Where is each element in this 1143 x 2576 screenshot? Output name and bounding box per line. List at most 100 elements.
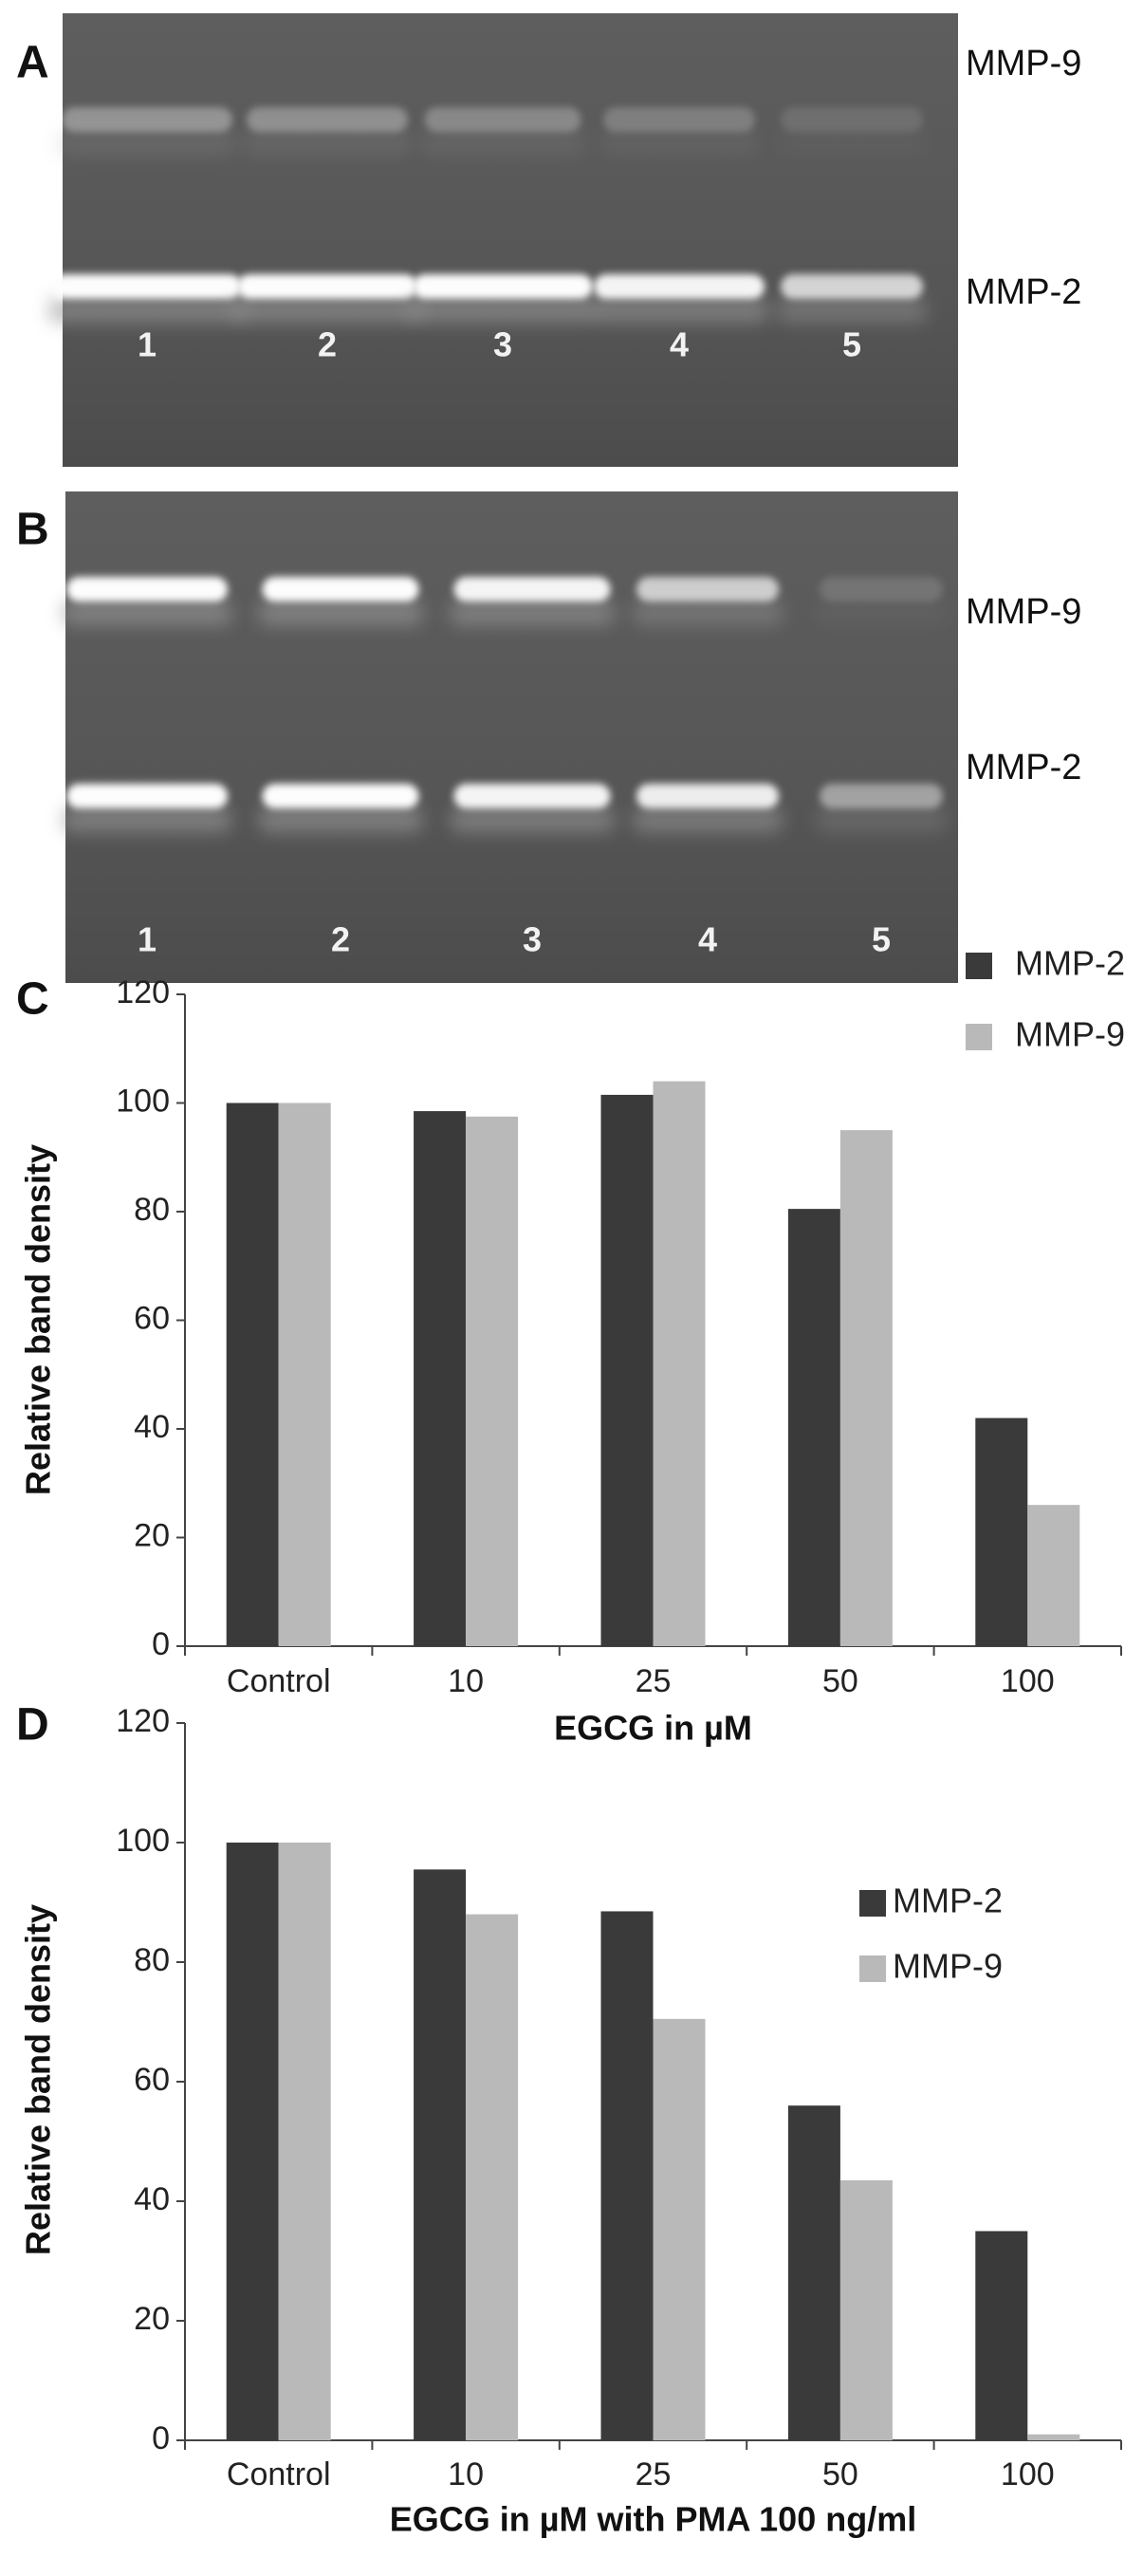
x-tick-label: Control (227, 1663, 331, 1699)
gel-band (594, 274, 765, 299)
x-tick-label: 100 (1001, 1663, 1055, 1699)
x-tick-label: 25 (636, 1663, 672, 1699)
bar (653, 2018, 706, 2440)
gel-band (237, 274, 417, 299)
panel-letter: A (16, 38, 49, 88)
bar (226, 1843, 279, 2440)
bar (600, 1094, 654, 1646)
bar (653, 1081, 706, 1646)
gel-band (820, 784, 943, 808)
y-tick-label: 20 (134, 2301, 170, 2337)
legend-swatch (859, 1955, 886, 1982)
y-tick-label: 40 (134, 1409, 170, 1445)
lane-number: 5 (872, 920, 891, 959)
lane-number: 2 (331, 920, 350, 959)
lane-number: 4 (698, 920, 717, 959)
panel-letter: D (16, 1700, 49, 1751)
gel-band (424, 107, 581, 132)
gel-band (66, 577, 228, 602)
gel-band (820, 577, 943, 602)
gel-band (453, 577, 611, 602)
bar (466, 1116, 519, 1646)
band-glow (63, 807, 231, 832)
legend-label: MMP-9 (893, 1947, 1003, 1986)
bar (787, 1209, 840, 1646)
gel-image (65, 491, 958, 983)
y-tick-label: 120 (116, 974, 170, 1010)
y-tick-label: 80 (134, 1942, 170, 1978)
y-tick-label: 60 (134, 2062, 170, 2098)
gel-band (636, 784, 779, 808)
gel-band (66, 784, 228, 808)
band-glow (258, 601, 423, 625)
gel-band (603, 107, 755, 132)
band-glow (777, 131, 927, 156)
y-tick-label: 100 (116, 1083, 170, 1119)
bar (1027, 2434, 1080, 2440)
bar (278, 1103, 331, 1646)
x-tick-label: 100 (1001, 2456, 1055, 2493)
y-tick-label: 40 (134, 2181, 170, 2217)
gel-band (262, 784, 419, 808)
bar (839, 2179, 893, 2440)
x-tick-label: Control (227, 2456, 331, 2493)
band-label: MMP-2 (966, 748, 1081, 788)
lane-number: 4 (670, 325, 689, 364)
y-tick-label: 0 (152, 2420, 170, 2456)
y-tick-label: 100 (116, 1823, 170, 1859)
lane-number: 3 (523, 920, 542, 959)
bar (1027, 1505, 1080, 1646)
bar (226, 1103, 279, 1646)
band-label: MMP-2 (966, 272, 1081, 312)
band-glow (450, 807, 615, 832)
band-glow (816, 807, 947, 832)
panel-letter: C (16, 974, 49, 1025)
bar (414, 1111, 467, 1646)
y-tick-label: 80 (134, 1192, 170, 1228)
x-tick-label: 50 (822, 1663, 858, 1699)
panel-letter: B (16, 505, 49, 555)
band-glow (777, 298, 927, 323)
gel-band (62, 107, 232, 132)
bar (466, 1914, 519, 2440)
bar (278, 1843, 331, 2440)
band-glow (58, 131, 236, 156)
band-glow (633, 807, 783, 832)
y-tick-label: 20 (134, 1517, 170, 1553)
x-axis-title: EGCG in µM (554, 1709, 752, 1748)
legend-swatch (966, 953, 992, 979)
bar (975, 2231, 1028, 2440)
band-glow (233, 298, 421, 323)
legend-label: MMP-2 (893, 1881, 1003, 1920)
band-glow (590, 298, 768, 323)
gel-band (636, 577, 779, 602)
y-tick-label: 60 (134, 1300, 170, 1336)
bar (787, 2105, 840, 2440)
band-glow (258, 807, 423, 832)
band-label: MMP-9 (966, 592, 1081, 632)
x-axis-title: EGCG in µM with PMA 100 ng/ml (390, 2500, 916, 2539)
band-glow (420, 131, 585, 156)
gel-band (413, 274, 593, 299)
band-glow (48, 298, 246, 323)
y-axis-title: Relative band density (19, 1904, 58, 2255)
band-glow (633, 601, 783, 625)
y-tick-label: 120 (116, 1703, 170, 1739)
gel-band (52, 274, 242, 299)
band-glow (409, 298, 597, 323)
lane-number: 5 (842, 325, 861, 364)
x-tick-label: 10 (448, 1663, 484, 1699)
band-glow (599, 131, 759, 156)
legend-swatch (859, 1890, 886, 1917)
x-tick-label: 25 (636, 2456, 672, 2493)
bar (600, 1911, 654, 2440)
gel-band (453, 784, 611, 808)
gel-band (781, 274, 923, 299)
band-label: MMP-9 (966, 44, 1081, 83)
lane-number: 3 (493, 325, 512, 364)
bar (414, 1869, 467, 2440)
gel-band (262, 577, 419, 602)
legend-label: MMP-2 (1015, 944, 1125, 983)
